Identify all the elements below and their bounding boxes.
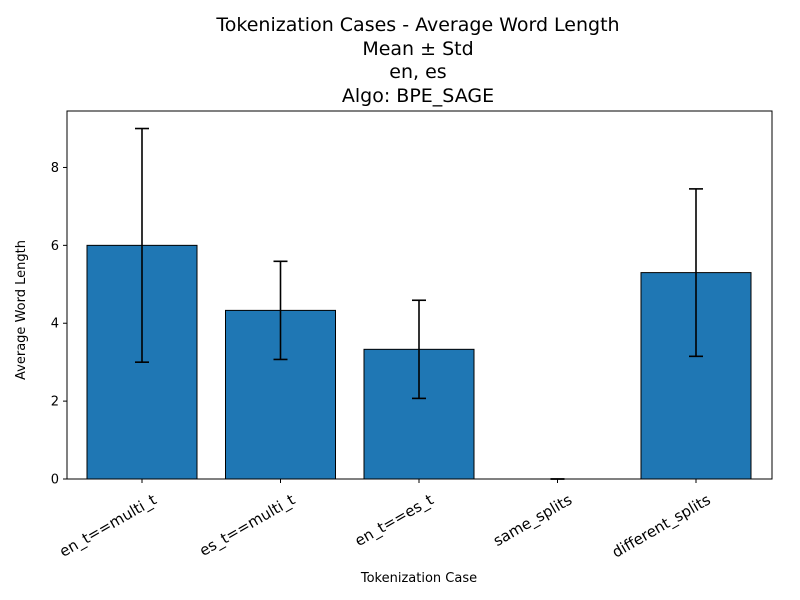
x-tick-label: es_t==multi_t [196, 491, 299, 561]
y-tick-label: 0 [51, 473, 59, 488]
chart-title: Tokenization Cases - Average Word Length… [215, 14, 619, 107]
y-axis: 0 2 4 6 8 [51, 161, 67, 488]
y-tick-label: 2 [51, 395, 59, 410]
y-tick-label: 8 [51, 161, 59, 176]
chart-title-line-3: en, es [389, 61, 446, 83]
y-tick-label: 4 [51, 317, 59, 332]
x-tick-label: same_splits [490, 490, 576, 550]
plot-frame [66, 110, 773, 480]
error-bars-group [135, 127, 703, 480]
bars-group [86, 244, 752, 480]
chart-title-line-2: Mean ± Std [362, 38, 473, 60]
chart-title-line-1: Tokenization Cases - Average Word Length [215, 14, 619, 36]
x-tick-label: different_splits [609, 490, 714, 562]
x-tick-label: en_t==es_t [352, 491, 438, 551]
y-tick-label: 6 [51, 239, 59, 254]
x-tick-label: en_t==multi_t [56, 491, 160, 562]
x-axis: en_t==multi_t es_t==multi_t en_t==es_t same… [56, 479, 714, 562]
y-axis-label: Average Word Length [14, 240, 29, 380]
chart-title-line-4: Algo: BPE_SAGE [342, 85, 494, 107]
x-axis-label: Tokenization Case [360, 571, 477, 586]
